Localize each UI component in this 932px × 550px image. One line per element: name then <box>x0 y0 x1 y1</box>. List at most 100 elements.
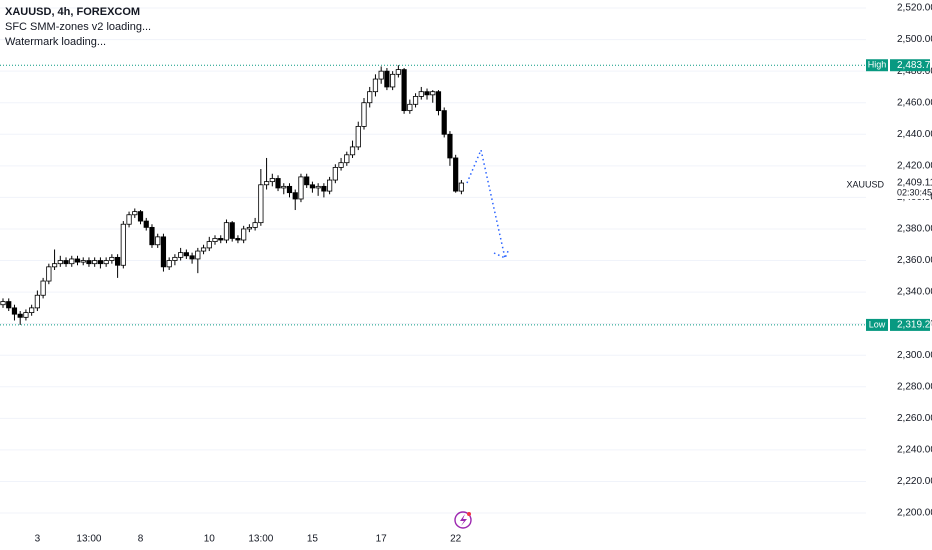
x-tick-label: 3 <box>35 534 41 545</box>
candle-body <box>160 236 167 268</box>
candle <box>453 154 459 193</box>
candle-body <box>453 157 459 192</box>
candle <box>143 217 149 231</box>
candle-body <box>109 256 115 261</box>
candle <box>384 68 390 91</box>
y-tick-label: 2,240.00 <box>897 445 932 456</box>
marker-value: 2,483.76 <box>897 60 932 71</box>
candle-body <box>361 102 367 127</box>
candle-body <box>137 211 144 222</box>
candle <box>0 298 6 308</box>
candle <box>11 304 18 321</box>
candle-body <box>40 280 46 296</box>
candle <box>246 224 252 233</box>
last-price-box <box>890 177 930 200</box>
candle-body <box>321 185 327 192</box>
candle <box>418 86 424 100</box>
y-tick-label: 2,460.00 <box>897 97 932 108</box>
y-tick-label: 2,340.00 <box>897 287 932 298</box>
candle <box>218 235 224 244</box>
candle <box>321 183 327 198</box>
candle-body <box>298 176 304 200</box>
candle <box>269 173 275 187</box>
candle-body <box>286 185 293 194</box>
candle-body <box>132 211 138 216</box>
candle <box>315 183 321 196</box>
candle-body <box>304 176 310 186</box>
chart-title: XAUUSD, 4h, FOREXCOM <box>5 6 140 18</box>
candle-body <box>206 241 212 249</box>
candle <box>332 164 338 184</box>
candle <box>430 90 436 103</box>
candle <box>92 257 98 267</box>
candle <box>447 131 453 166</box>
candle <box>275 175 281 192</box>
candle <box>378 66 384 84</box>
candle <box>372 74 379 97</box>
candle-body <box>143 220 149 228</box>
marker-name-box <box>866 318 888 331</box>
indicator-label: Watermark loading... <box>5 36 106 48</box>
candle <box>235 235 241 244</box>
candle <box>29 304 35 316</box>
candle-body <box>166 260 172 268</box>
candle <box>183 249 189 259</box>
icon-circle <box>454 511 472 529</box>
candle <box>149 224 155 248</box>
candle-body <box>401 69 407 112</box>
candle-body <box>395 69 401 75</box>
candle-body <box>447 133 453 159</box>
candle <box>407 99 413 114</box>
y-tick-label: 2,520.00 <box>897 3 932 14</box>
x-tick-label: 22 <box>450 534 462 545</box>
candle <box>327 176 333 195</box>
candle-body <box>344 154 350 164</box>
candle-body <box>258 184 264 224</box>
candle <box>189 252 195 264</box>
candle-body <box>63 260 69 265</box>
marker-name: High <box>868 60 887 70</box>
candle-body <box>412 96 419 105</box>
x-tick-label: 15 <box>307 534 319 545</box>
last-price-countdown: 02:30:45 <box>897 187 932 197</box>
candle <box>304 173 310 188</box>
candle-body <box>200 247 207 252</box>
candle <box>69 255 75 267</box>
last-price-symbol: XAUUSD <box>846 179 884 189</box>
candle-body <box>149 226 155 246</box>
candle <box>229 221 235 242</box>
candle-body <box>34 294 40 309</box>
candle-body <box>424 91 430 96</box>
candle-body <box>23 312 29 318</box>
candle-body <box>120 223 126 266</box>
candle-body <box>338 162 344 168</box>
candle <box>103 257 109 267</box>
candle-body <box>11 307 18 315</box>
candle-body <box>155 236 161 246</box>
x-tick-label: 13:00 <box>76 534 101 545</box>
candle <box>57 255 63 267</box>
candle-body <box>355 125 361 148</box>
candle <box>361 97 367 130</box>
candle <box>63 257 69 267</box>
indicator-label: SFC SMM-zones v2 loading... <box>5 21 151 33</box>
candle-body <box>195 250 201 260</box>
candle <box>74 255 81 266</box>
candle <box>412 93 419 108</box>
candle <box>137 210 144 225</box>
candle <box>51 249 58 270</box>
candle-body <box>80 260 86 263</box>
candle-body <box>241 228 247 241</box>
candle-body <box>178 252 184 258</box>
candle-body <box>0 301 6 306</box>
projection-drawing <box>466 147 510 259</box>
y-tick-label: 2,260.00 <box>897 413 932 424</box>
candle-body <box>223 222 230 241</box>
candle-body <box>309 184 316 189</box>
y-tick-label: 2,380.00 <box>897 224 932 235</box>
candle <box>395 65 401 78</box>
x-tick-label: 13:00 <box>248 534 273 545</box>
candle-body <box>57 260 63 265</box>
candle-body <box>17 313 23 318</box>
candle <box>86 257 92 267</box>
